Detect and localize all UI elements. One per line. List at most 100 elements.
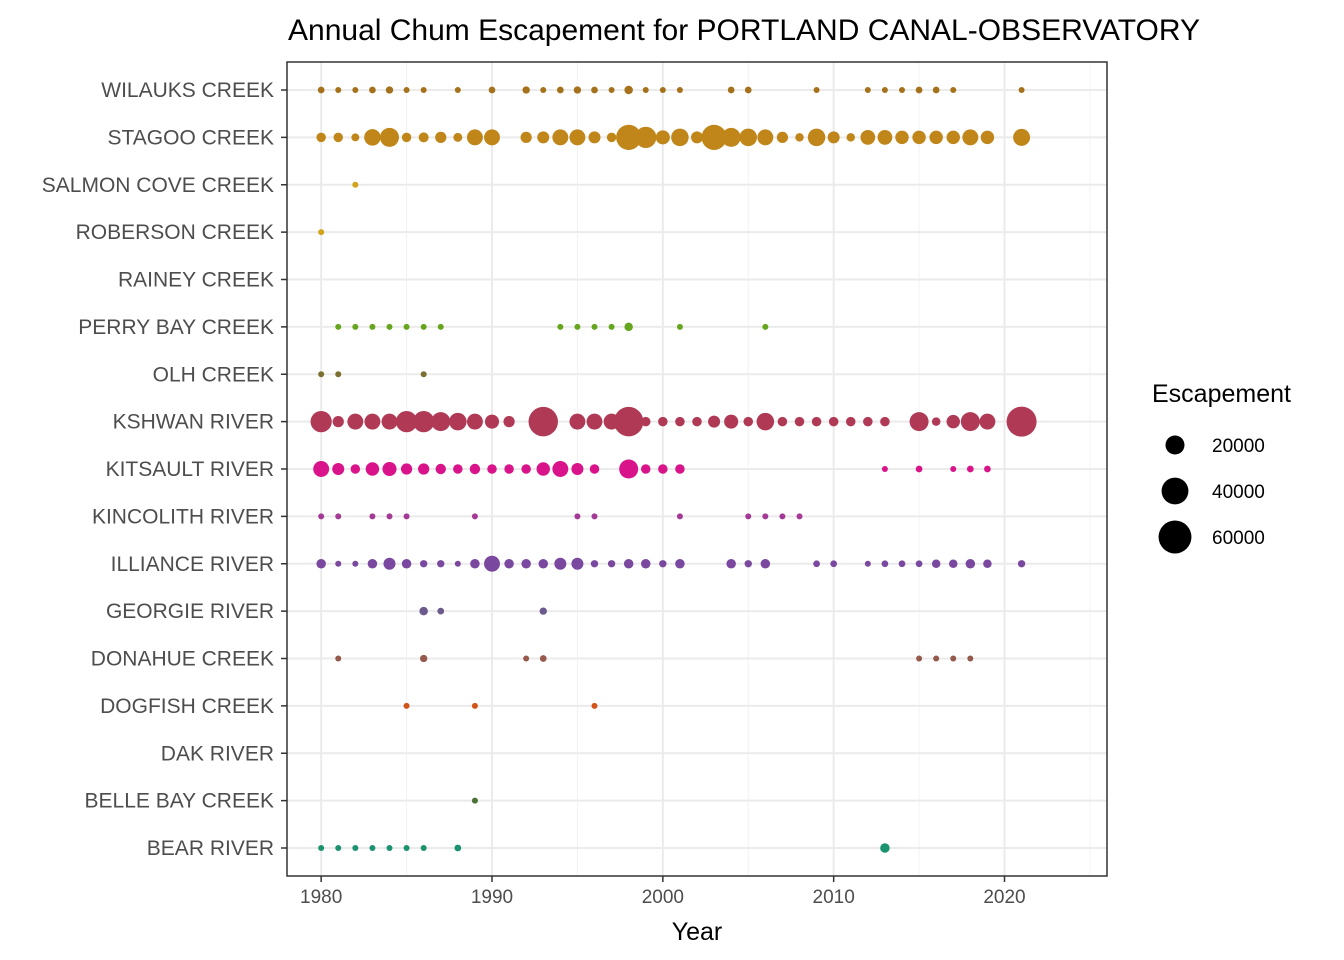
point-donahue-creek-1993 <box>539 655 547 662</box>
point-kincolith-river-1984 <box>386 513 393 520</box>
point-dogfish-creek-1996 <box>591 702 598 709</box>
point-kitsault-river-2013 <box>881 466 888 472</box>
point-stagoo-creek-1985 <box>401 132 412 143</box>
point-bear-river-1983 <box>369 844 376 852</box>
point-perry-bay-creek-1983 <box>369 323 376 330</box>
point-illiance-river-1991 <box>504 559 514 569</box>
point-kshwan-river-1985 <box>395 411 418 433</box>
point-illiance-river-2017 <box>949 559 958 568</box>
point-stagoo-creek-1982 <box>351 133 360 142</box>
point-kitsault-river-2001 <box>675 464 685 474</box>
point-kitsault-river-1983 <box>365 462 380 476</box>
y-tick-label-kincolith-river: KINCOLITH RIVER <box>92 505 274 528</box>
point-donahue-creek-1981 <box>335 655 342 662</box>
point-kshwan-river-1983 <box>364 413 381 430</box>
point-illiance-river-2015 <box>915 560 923 568</box>
legend-label-60000: 60000 <box>1212 528 1265 549</box>
point-illiance-river-2000 <box>659 560 667 568</box>
point-kitsault-river-2000 <box>658 464 668 474</box>
point-kshwan-river-2021 <box>1006 406 1037 437</box>
point-wilauks-creek-1999 <box>642 86 649 94</box>
point-illiance-river-2004 <box>726 559 736 569</box>
legend-key-20000 <box>1165 435 1185 455</box>
point-bear-river-1988 <box>454 844 462 852</box>
point-wilauks-creek-2000 <box>659 86 666 94</box>
point-dogfish-creek-1989 <box>471 702 478 709</box>
point-wilauks-creek-2001 <box>676 86 683 94</box>
point-illiance-river-2019 <box>983 559 992 568</box>
point-donahue-creek-1986 <box>419 654 428 663</box>
point-perry-bay-creek-1984 <box>386 323 393 330</box>
point-perry-bay-creek-1994 <box>557 323 564 330</box>
point-stagoo-creek-1983 <box>364 129 381 146</box>
point-kshwan-river-1989 <box>466 413 483 430</box>
point-wilauks-creek-1984 <box>385 86 394 94</box>
point-stagoo-creek-2016 <box>929 130 943 145</box>
point-illiance-river-1997 <box>607 560 616 568</box>
point-wilauks-creek-1993 <box>540 86 547 94</box>
point-georgie-river-1986 <box>419 606 428 616</box>
point-stagoo-creek-2019 <box>980 130 995 145</box>
series-olh-creek <box>318 371 427 378</box>
point-bear-river-1984 <box>386 844 393 852</box>
point-stagoo-creek-2017 <box>946 130 960 145</box>
point-illiance-river-1995 <box>571 557 584 570</box>
point-wilauks-creek-1995 <box>573 86 582 94</box>
point-kshwan-river-1998 <box>613 406 644 437</box>
series-kshwan-river <box>310 406 1037 437</box>
point-bear-river-1981 <box>335 844 342 852</box>
y-tick-label-donahue-creek: DONAHUE CREEK <box>91 648 274 671</box>
point-stagoo-creek-2013 <box>877 130 893 145</box>
series-salmon-cove-creek <box>352 181 359 188</box>
point-kitsault-river-1992 <box>521 464 531 474</box>
point-kshwan-river-2011 <box>846 416 856 427</box>
point-stagoo-creek-1994 <box>552 129 569 146</box>
point-wilauks-creek-2009 <box>813 87 820 93</box>
y-tick-label-dogfish-creek: DOGFISH CREEK <box>100 695 274 718</box>
point-wilauks-creek-2005 <box>744 86 752 94</box>
point-stagoo-creek-2012 <box>860 130 876 145</box>
point-kincolith-river-1985 <box>403 513 410 520</box>
point-kshwan-river-1993 <box>528 406 558 437</box>
point-kitsault-river-1991 <box>504 464 514 474</box>
point-kshwan-river-2000 <box>658 416 668 427</box>
point-donahue-creek-2017 <box>950 655 957 662</box>
point-illiance-river-2005 <box>744 560 752 568</box>
point-perry-bay-creek-1998 <box>624 322 633 332</box>
series-georgie-river <box>419 606 547 616</box>
point-wilauks-creek-1986 <box>420 87 427 93</box>
x-axis: 1980 1990 2000 2010 2020 <box>300 876 1026 908</box>
point-wilauks-creek-2015 <box>915 86 923 94</box>
point-kincolith-river-1980 <box>318 513 325 520</box>
y-tick-label-rainey-creek: RAINEY CREEK <box>118 269 274 292</box>
point-illiance-river-1989 <box>470 559 480 569</box>
point-kitsault-river-1985 <box>400 463 413 475</box>
point-wilauks-creek-1980 <box>317 86 325 94</box>
y-tick-label-belle-bay-creek: BELLE BAY CREEK <box>85 790 274 813</box>
point-wilauks-creek-1992 <box>522 86 530 94</box>
point-kitsault-river-1998 <box>619 459 639 479</box>
point-bear-river-2013 <box>880 843 890 853</box>
point-kitsault-river-1995 <box>571 462 584 476</box>
point-kitsault-river-2017 <box>950 465 957 473</box>
point-stagoo-creek-1989 <box>466 129 483 146</box>
legend-label-20000: 20000 <box>1212 436 1265 457</box>
point-wilauks-creek-2004 <box>727 86 735 94</box>
point-stagoo-creek-1988 <box>453 132 463 142</box>
point-wilauks-creek-1985 <box>403 86 410 94</box>
point-perry-bay-creek-1981 <box>335 323 342 330</box>
series-roberson-creek <box>318 229 325 236</box>
point-stagoo-creek-2001 <box>671 128 689 147</box>
y-tick-label-roberson-creek: ROBERSON CREEK <box>76 221 274 244</box>
series-wilauks-creek <box>317 85 1025 95</box>
point-kitsault-river-2018 <box>966 465 974 473</box>
point-kshwan-river-1981 <box>332 416 344 428</box>
point-kitsault-river-1993 <box>536 462 550 476</box>
point-illiance-river-1999 <box>641 559 651 569</box>
point-illiance-river-2010 <box>830 560 838 568</box>
point-kshwan-river-2012 <box>863 416 873 427</box>
point-kitsault-river-1981 <box>332 462 345 476</box>
point-kshwan-river-2005 <box>743 416 753 427</box>
legend-title: Escapement <box>1152 380 1291 408</box>
point-kincolith-river-2007 <box>779 513 786 520</box>
